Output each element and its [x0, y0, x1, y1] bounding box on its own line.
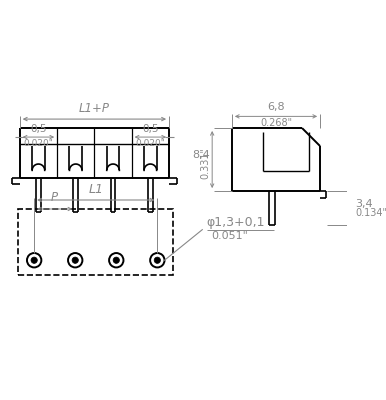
- Circle shape: [72, 257, 78, 263]
- Text: 8,4: 8,4: [193, 150, 210, 160]
- Text: 6,8: 6,8: [267, 102, 285, 112]
- Text: P: P: [51, 192, 58, 204]
- Circle shape: [154, 257, 161, 263]
- Text: 0.331": 0.331": [200, 147, 210, 179]
- Text: 0.051": 0.051": [211, 232, 248, 242]
- Text: 0.134": 0.134": [355, 208, 386, 218]
- Text: 0.020": 0.020": [24, 139, 53, 148]
- Text: 3,4: 3,4: [355, 200, 373, 210]
- Text: 0.020": 0.020": [135, 139, 165, 148]
- Text: L1+P: L1+P: [79, 102, 110, 116]
- Circle shape: [31, 257, 37, 263]
- Text: φ1,3+0,1: φ1,3+0,1: [207, 216, 265, 229]
- Circle shape: [113, 257, 119, 263]
- Text: 0,5: 0,5: [30, 124, 47, 134]
- Text: 0.268": 0.268": [260, 118, 292, 128]
- Bar: [18, 209, 173, 275]
- Text: L1: L1: [88, 182, 103, 196]
- Text: 0,5: 0,5: [142, 124, 159, 134]
